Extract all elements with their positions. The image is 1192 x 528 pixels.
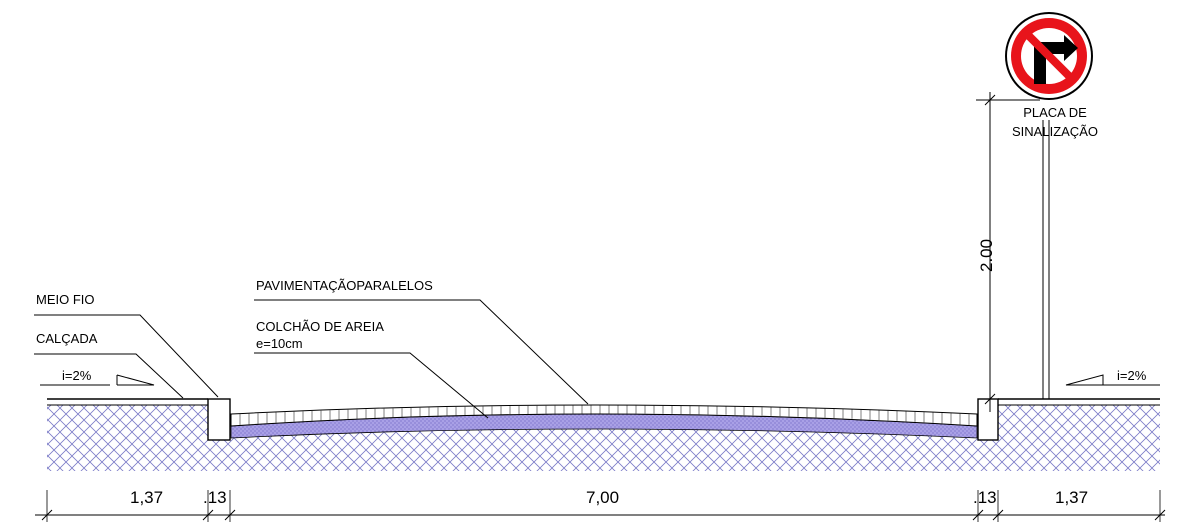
height-dimension: 2.00 [976, 92, 1040, 412]
dim-tick [224, 509, 236, 521]
dim-curb-left: .13 [203, 488, 227, 507]
curb-right [977, 398, 999, 441]
height-dim-label: 2.00 [977, 239, 996, 272]
sidewalk-right [998, 398, 1160, 406]
svg-text:e=10cm: e=10cm [256, 336, 303, 351]
signpost [1042, 120, 1050, 400]
svg-text:PLACA DE: PLACA DE [1023, 105, 1087, 120]
svg-text:CALÇADA: CALÇADA [36, 331, 98, 346]
dim-tick [1154, 509, 1166, 521]
label-placa: PLACA DE SINALIZAÇÃO [1012, 105, 1098, 139]
dim-tick [41, 509, 53, 521]
sidewalk-left [47, 398, 208, 406]
dim-sidewalk-left: 1,37 [130, 488, 163, 507]
slope-label-right: i=2% [1117, 368, 1147, 383]
dim-sidewalk-right: 1,37 [1055, 488, 1088, 507]
label-colchao: COLCHÃO DE AREIA e=10cm [254, 319, 489, 419]
horizontal-dimension-line: 1,37 .13 7,00 .13 1,37 [35, 488, 1166, 522]
dim-tick [992, 509, 1004, 521]
svg-text:COLCHÃO DE AREIA: COLCHÃO DE AREIA [256, 319, 384, 334]
dim-road: 7,00 [586, 488, 619, 507]
svg-text:PAVIMENTAÇÃOPARALELOS: PAVIMENTAÇÃOPARALELOS [256, 278, 433, 293]
label-meio-fio: MEIO FIO [34, 292, 219, 398]
svg-text:MEIO FIO: MEIO FIO [36, 292, 95, 307]
label-pavimentacao: PAVIMENTAÇÃOPARALELOS [254, 278, 589, 405]
svg-text:SINALIZAÇÃO: SINALIZAÇÃO [1012, 124, 1098, 139]
dim-curb-right: .13 [973, 488, 997, 507]
slope-label-left: i=2% [62, 368, 92, 383]
label-calcada: CALÇADA [34, 331, 184, 399]
slope-indicator-left: i=2% [40, 368, 155, 386]
dim-tick [972, 509, 984, 521]
curb-left [207, 398, 232, 441]
slope-indicator-right: i=2% [1065, 368, 1160, 386]
dim-tick [202, 509, 214, 521]
no-right-turn-sign [1005, 12, 1093, 100]
